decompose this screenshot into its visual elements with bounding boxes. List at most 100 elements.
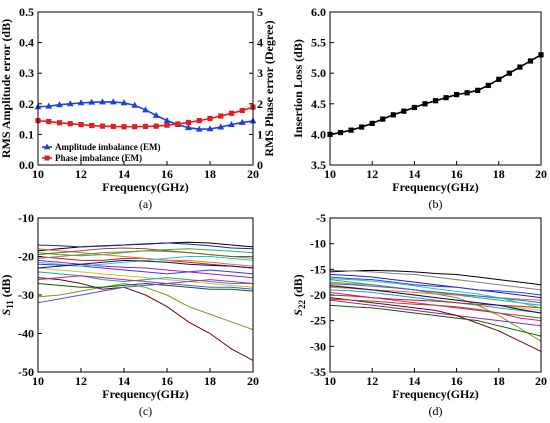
x-tick-label: 16	[161, 374, 173, 388]
panel-a: 10 12 14 16 18 200.00.10.20.30.40.5012345Freq…	[0, 5, 276, 211]
legend-label: Amplitude imbalance (EM)	[55, 142, 161, 152]
x-tick-label: 14	[408, 167, 420, 181]
x-tick-label: 14	[118, 167, 130, 181]
series-line-1	[329, 269, 542, 286]
data-point-square	[121, 124, 127, 130]
data-point-triangle	[88, 98, 96, 105]
data-point-triangle	[163, 117, 171, 124]
data-point-square	[485, 82, 491, 89]
x-tick-label: 16	[451, 374, 463, 388]
data-point-square	[46, 118, 52, 125]
x-tick-label: 20	[535, 167, 547, 181]
x-tick-label: 16	[161, 167, 173, 181]
data-point-square	[348, 127, 354, 133]
x-tick-label: 16	[451, 167, 463, 181]
series-line-18	[329, 285, 542, 314]
data-point-square	[56, 120, 63, 126]
data-point-triangle	[131, 101, 139, 108]
x-tick-label: 14	[408, 374, 420, 388]
data-point-square	[164, 122, 170, 128]
x-tick-label: 10	[32, 374, 44, 388]
series-line-6	[37, 271, 253, 284]
x-tick-label: 20	[247, 374, 259, 388]
y-tick-label: -50	[18, 365, 34, 379]
series-line-11	[37, 248, 254, 267]
y-tick-label: 5.0	[311, 66, 326, 80]
series-line-3	[37, 248, 254, 257]
data-point-square	[475, 87, 481, 93]
x-tick-label: 12	[75, 374, 87, 388]
data-point-square	[359, 124, 365, 130]
data-point-triangle	[56, 101, 63, 108]
data-point-square	[454, 92, 460, 98]
series-line-15	[37, 282, 254, 304]
data-point-triangle	[152, 111, 160, 118]
data-point-square	[67, 121, 73, 127]
y-tick-label: -5	[316, 211, 326, 225]
y-tick-label: -30	[310, 339, 326, 353]
series-line-8	[37, 282, 254, 331]
data-point-square	[411, 104, 417, 111]
series-line-18	[37, 259, 254, 269]
data-point-triangle	[45, 102, 53, 109]
y2-axis-label: RMS Phase error (Degree)	[262, 20, 276, 156]
plot-area	[329, 269, 542, 352]
y-axis-label-unit: (dB)	[291, 274, 305, 300]
panel-caption: (d)	[429, 404, 443, 418]
data-point-triangle	[206, 125, 214, 132]
y-tick-label: 0.4	[19, 36, 34, 50]
data-point-square	[464, 90, 470, 96]
panel-caption: (a)	[139, 197, 152, 211]
data-point-square	[432, 98, 439, 104]
data-point-square	[218, 113, 224, 119]
y-tick-label: 0.3	[19, 66, 34, 80]
data-point-square	[153, 123, 159, 129]
x-tick-label: 18	[493, 374, 505, 388]
series-line-1	[329, 54, 542, 136]
series-line-16	[329, 278, 542, 309]
data-point-square	[185, 119, 192, 126]
y-tick-label: 4.0	[311, 127, 326, 141]
y-axis-label: S22 (dB)	[291, 274, 307, 315]
plot-frame	[329, 11, 542, 166]
y-tick-label: -40	[18, 327, 34, 341]
series-line-15	[329, 283, 542, 304]
plot-area	[34, 98, 257, 132]
panel-c: 10 12 14 16 18 20 -50 -40 -30 -20 -10 Frequency(GHz…	[0, 211, 259, 418]
x-axis-label: Frequency(GHz)	[102, 180, 188, 194]
series-line-13	[37, 275, 254, 284]
y-axis-label-subscript: 11	[5, 300, 15, 309]
x-tick-label: 18	[204, 167, 216, 181]
y-tick-label: 0.2	[19, 97, 34, 111]
series-line-12	[329, 269, 542, 291]
data-point-square	[506, 70, 512, 76]
legend: Amplitude imbalance (EM)Phase imbalance …	[42, 142, 161, 163]
data-point-square	[422, 101, 428, 107]
y-tick-label: -15	[310, 262, 326, 276]
data-point-square	[390, 112, 396, 118]
panel-caption: (c)	[139, 404, 152, 418]
data-point-triangle	[217, 123, 225, 130]
plot-area	[37, 241, 254, 361]
data-point-triangle	[142, 106, 149, 113]
y-axis-label: RMS Amplitude error (dB)	[0, 19, 13, 158]
y2-tick-label: 2	[257, 97, 263, 111]
data-point-triangle	[99, 98, 106, 105]
data-point-square	[142, 123, 149, 130]
x-tick-label: 14	[118, 374, 130, 388]
series-line-16	[37, 256, 254, 267]
x-tick-label: 18	[493, 167, 505, 181]
y-axis-label-symbol: S	[291, 309, 305, 316]
x-tick-label: 10	[324, 374, 336, 388]
x-tick-label: 10	[324, 167, 336, 181]
legend-label: Phase imbalance (EM)	[55, 153, 142, 163]
x-tick-label: 18	[204, 374, 216, 388]
series-line-4	[37, 259, 254, 279]
x-axis-label: Frequency(GHz)	[102, 387, 188, 401]
data-point-square	[239, 107, 245, 114]
x-tick-label: 20	[535, 374, 547, 388]
data-point-square	[380, 116, 386, 122]
y-tick-label: -30	[18, 288, 34, 302]
legend-marker-triangle	[43, 143, 51, 150]
